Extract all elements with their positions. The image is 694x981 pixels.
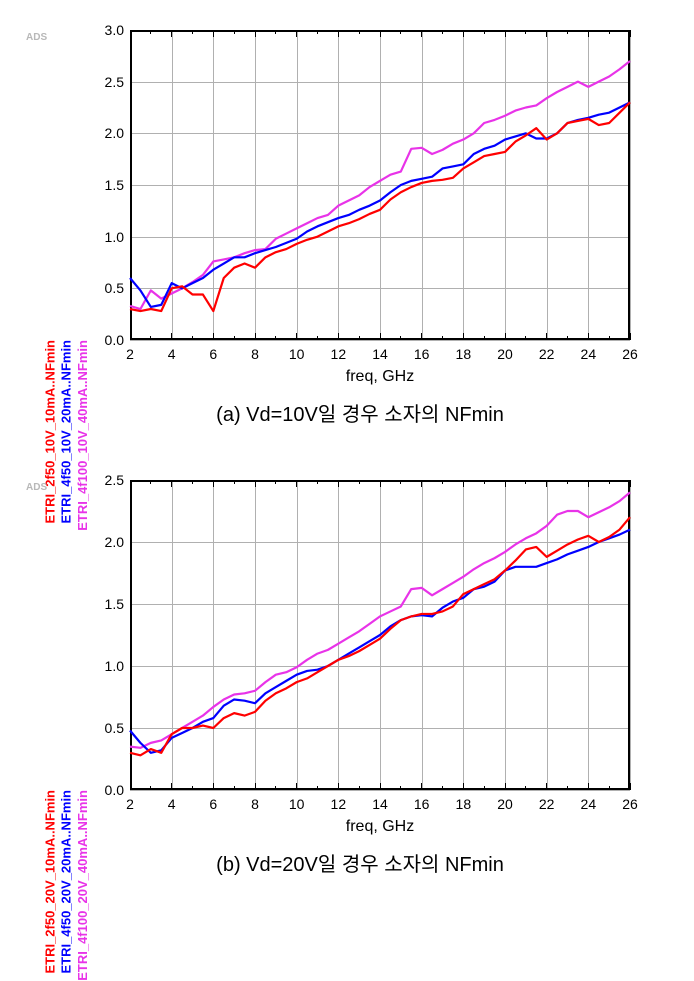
x-tick-label: 8	[251, 346, 259, 362]
y-tick-label: 1.5	[84, 177, 124, 193]
y-tick-label: 1.5	[84, 596, 124, 612]
chart-a-caption: (a) Vd=10V일 경우 소자의 NFmin	[216, 398, 504, 427]
chart-a-container: ADS ETRI_4f100_10V_40mA..NFminETRI_4f50_…	[0, 0, 694, 450]
ads-watermark: ADS	[26, 482, 47, 493]
x-tick-label: 16	[414, 796, 430, 812]
x-tick-label: 10	[289, 796, 305, 812]
x-tick-label: 18	[456, 796, 472, 812]
y-tick-label: 0.5	[84, 720, 124, 736]
chart-b-plot-area	[130, 480, 630, 790]
chart-b-container: ADS ETRI_4f100_20V_40mA..NFminETRI_4f50_…	[0, 450, 694, 933]
chart-a-plot-area	[130, 30, 630, 340]
y-tick-label: 1.0	[84, 229, 124, 245]
ads-watermark: ADS	[26, 32, 47, 43]
x-tick-label: 6	[209, 346, 217, 362]
chart-b-x-axis-title: freq, GHz	[346, 818, 414, 836]
x-tick-label: 12	[331, 346, 347, 362]
x-tick-label: 14	[372, 796, 388, 812]
x-tick-label: 26	[622, 796, 638, 812]
x-tick-label: 2	[126, 346, 134, 362]
y-tick-label: 2.5	[84, 472, 124, 488]
series-label: ETRI_4f100_20V_40mA..NFmin	[75, 790, 90, 981]
x-tick-label: 18	[456, 346, 472, 362]
x-tick-label: 10	[289, 346, 305, 362]
x-tick-label: 4	[168, 346, 176, 362]
y-tick-label: 2.5	[84, 74, 124, 90]
x-tick-label: 26	[622, 346, 638, 362]
x-tick-label: 22	[539, 346, 555, 362]
chart-a-x-axis-title: freq, GHz	[346, 368, 414, 386]
x-tick-label: 22	[539, 796, 555, 812]
y-tick-label: 0.0	[84, 332, 124, 348]
x-tick-label: 8	[251, 796, 259, 812]
y-tick-label: 1.0	[84, 658, 124, 674]
chart-b-caption: (b) Vd=20V일 경우 소자의 NFmin	[216, 848, 504, 877]
x-tick-label: 16	[414, 346, 430, 362]
x-tick-label: 12	[331, 796, 347, 812]
series-label: ETRI_4f50_20V_20mA..NFmin	[59, 790, 74, 974]
y-tick-label: 0.5	[84, 280, 124, 296]
x-tick-label: 24	[581, 346, 597, 362]
x-tick-label: 2	[126, 796, 134, 812]
y-tick-label: 2.0	[84, 125, 124, 141]
x-tick-label: 24	[581, 796, 597, 812]
x-tick-label: 6	[209, 796, 217, 812]
x-tick-label: 20	[497, 346, 513, 362]
series-label: ETRI_2f50_20V_10mA..NFmin	[43, 790, 58, 974]
x-tick-label: 20	[497, 796, 513, 812]
y-tick-label: 3.0	[84, 22, 124, 38]
x-tick-label: 4	[168, 796, 176, 812]
y-tick-label: 2.0	[84, 534, 124, 550]
x-tick-label: 14	[372, 346, 388, 362]
y-tick-label: 0.0	[84, 782, 124, 798]
